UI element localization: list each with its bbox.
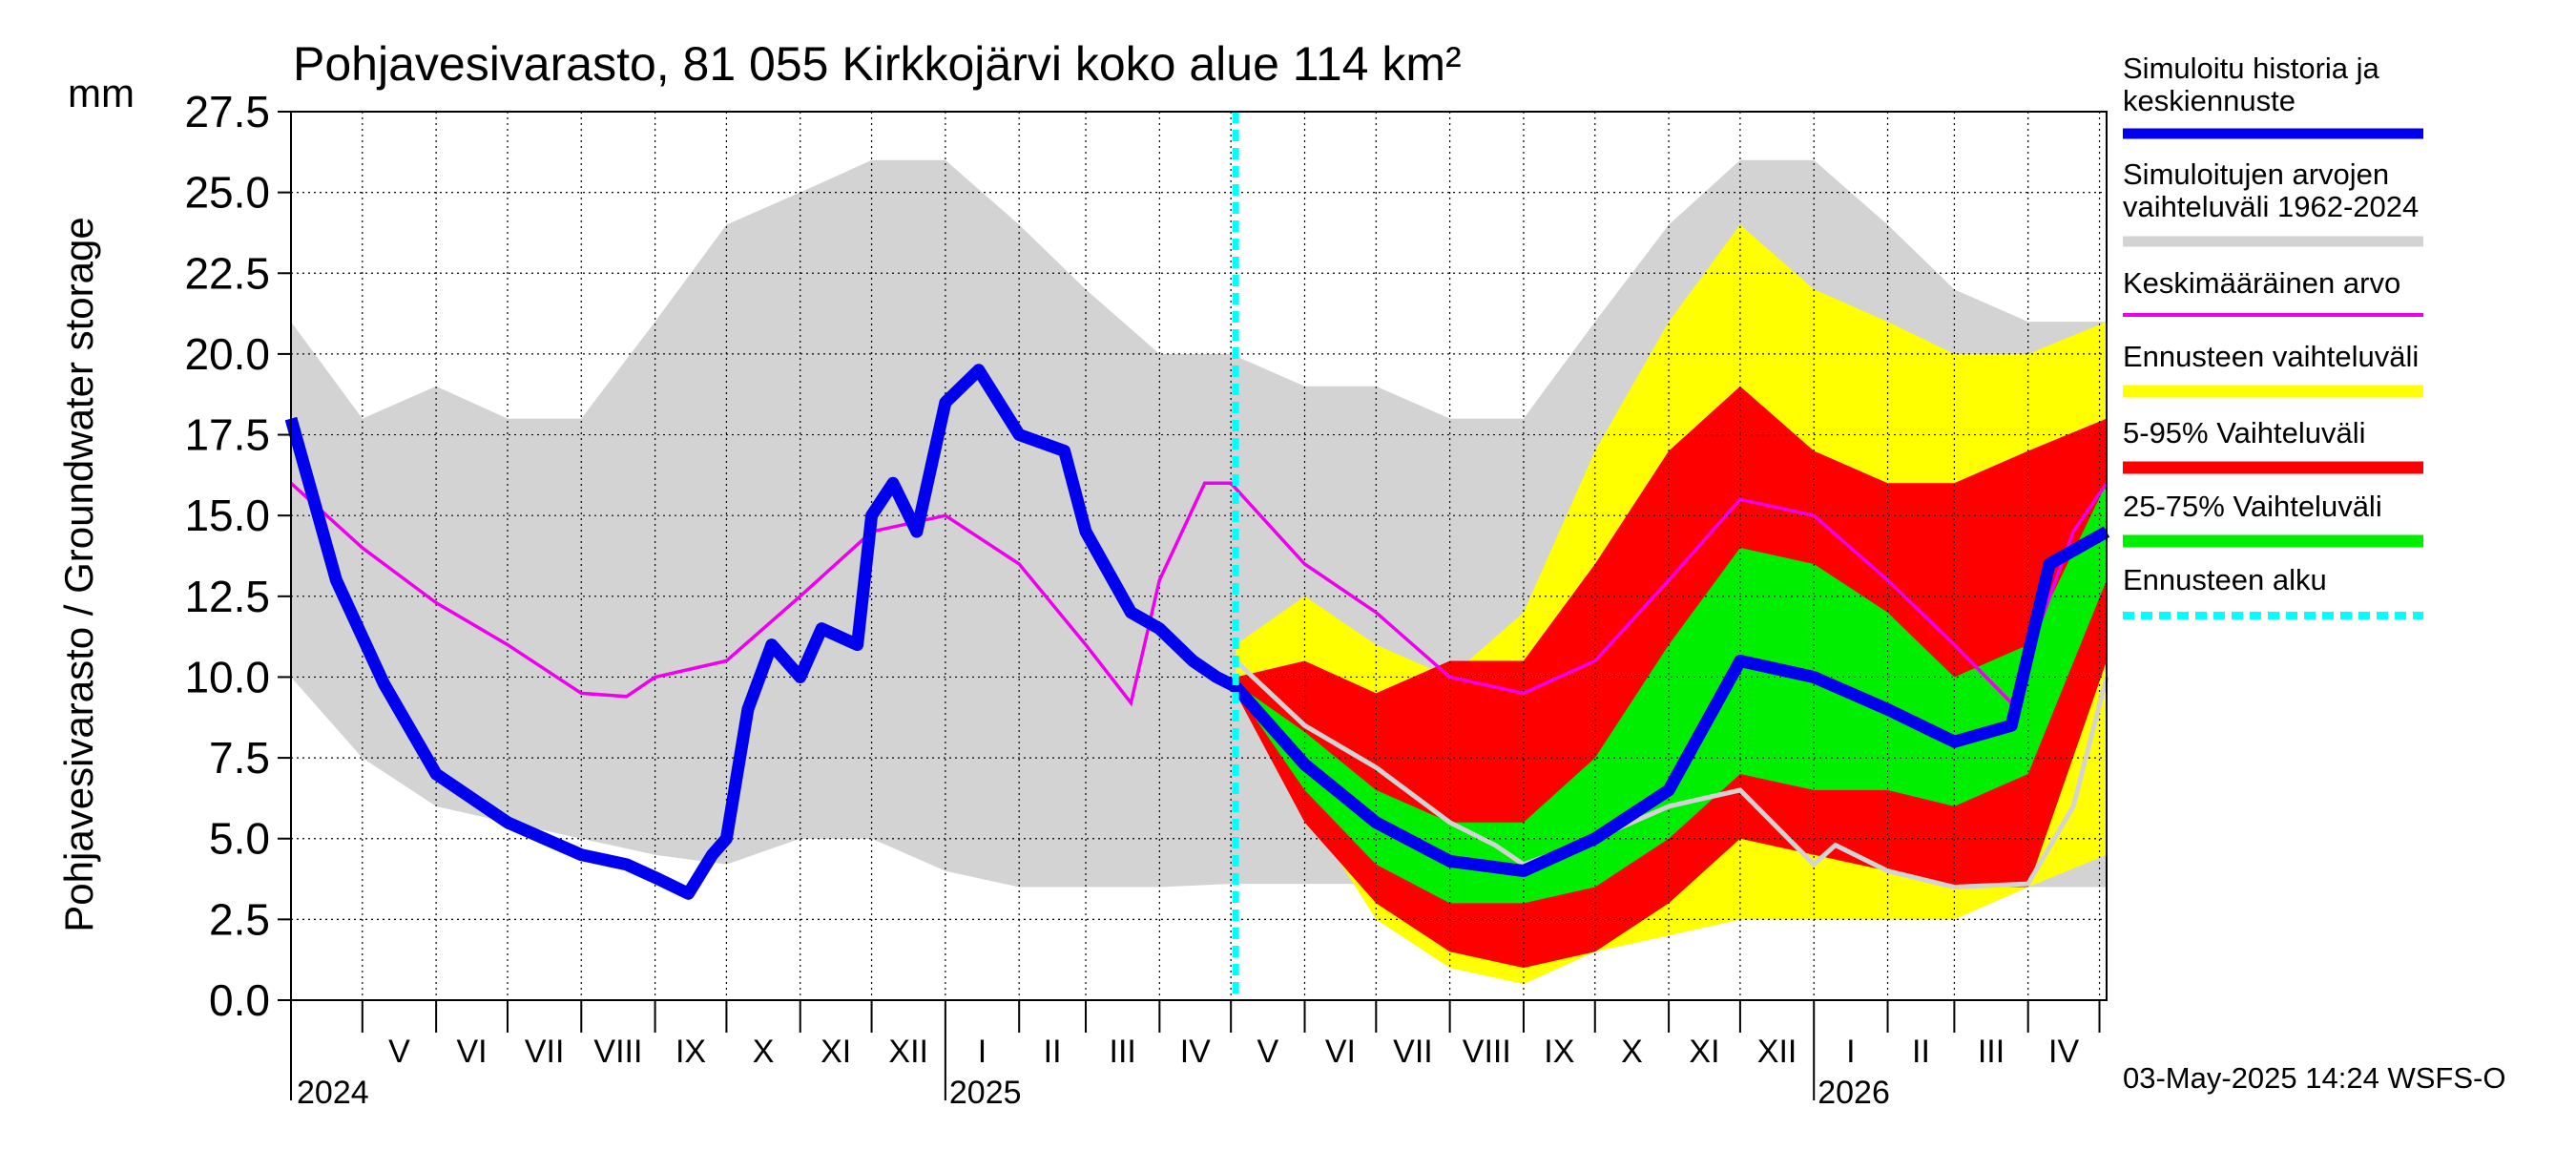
- month-label: IV: [2048, 1034, 2079, 1070]
- month-label: VII: [1393, 1034, 1433, 1070]
- axes: 0.0 2.5 5.0 7.5 10.0 12.5 15.0 17.5 20.0 22.5 25.0…: [184, 87, 2101, 1111]
- month-label: X: [753, 1034, 775, 1070]
- legend-label-line: vaihteluväli 1962-2024: [2123, 190, 2419, 223]
- month-label: I: [1846, 1034, 1855, 1070]
- legend-label-line: Keskimääräinen arvo: [2123, 266, 2400, 300]
- legend-label: 25-75% Vaihteluväli: [2123, 490, 2382, 523]
- simulated-history-line: [284, 364, 1239, 900]
- month-label: IX: [1544, 1034, 1574, 1070]
- month-label: III: [1110, 1034, 1136, 1070]
- legend-label-line: Ennusteen alku: [2123, 563, 2327, 596]
- legend-label-line: Simuloitujen arvojen: [2123, 157, 2389, 191]
- legend-label: Simuloitu historia ja keskiennuste: [2123, 52, 2380, 117]
- month-label: V: [388, 1034, 410, 1070]
- year-label: 2026: [1818, 1075, 1890, 1111]
- month-label: VIII: [593, 1034, 642, 1070]
- legend-label: Ennusteen alku: [2123, 563, 2327, 596]
- y-tick-label: 0.0: [209, 975, 270, 1025]
- legend-label-line: 25-75% Vaihteluväli: [2123, 490, 2382, 523]
- y-tick-label: 25.0: [184, 168, 270, 218]
- legend-label-line: Ennusteen vaihteluväli: [2123, 340, 2419, 373]
- y-axis-label: Pohjavesivarasto / Groundwater storage: [56, 217, 101, 931]
- month-label: VI: [1325, 1034, 1356, 1070]
- legend-label: Ennusteen vaihteluväli: [2123, 340, 2419, 373]
- grid: [291, 112, 2107, 1000]
- y-tick-label: 20.0: [184, 329, 270, 379]
- month-label: VIII: [1463, 1034, 1511, 1070]
- month-label: IV: [1180, 1034, 1211, 1070]
- range-bands: [291, 159, 2107, 985]
- legend-label-line: Simuloitu historia ja: [2123, 52, 2380, 85]
- month-label: II: [1912, 1034, 1930, 1070]
- month-label: I: [978, 1034, 987, 1070]
- y-tick-label: 22.5: [184, 248, 270, 298]
- month-label: II: [1044, 1034, 1062, 1070]
- chart-title: Pohjavesivarasto, 81 055 Kirkkojärvi kok…: [293, 37, 1462, 91]
- legend-label: Simuloitujen arvojen vaihteluväli 1962-20…: [2123, 157, 2419, 223]
- previous-year-line: [1234, 659, 2109, 890]
- month-label: XII: [1757, 1034, 1797, 1070]
- y-tick-label: 10.0: [184, 652, 270, 701]
- legend-label: 5-95% Vaihteluväli: [2123, 416, 2365, 450]
- legend-label: Keskimääräinen arvo: [2123, 266, 2400, 300]
- y-tick-label: 5.0: [209, 814, 270, 864]
- month-label: XII: [888, 1034, 928, 1070]
- month-label: VI: [456, 1034, 487, 1070]
- legend-label-line: keskiennuste: [2123, 84, 2296, 117]
- timestamp-footer: 03-May-2025 14:24 WSFS-O: [2123, 1061, 2505, 1095]
- y-tick-label: 2.5: [209, 894, 270, 944]
- month-label: XI: [1689, 1034, 1719, 1070]
- month-label: III: [1978, 1034, 2005, 1070]
- legend: Simuloitu historia ja keskiennusteSimuloi…: [2123, 52, 2423, 619]
- y-tick-label: 15.0: [184, 491, 270, 540]
- month-label: VII: [525, 1034, 565, 1070]
- series-lines: [284, 112, 2110, 1000]
- year-label: 2024: [297, 1075, 369, 1111]
- y-tick-label: 7.5: [209, 733, 270, 783]
- y-tick-label: 12.5: [184, 572, 270, 621]
- y-tick-label: 17.5: [184, 410, 270, 460]
- legend-label-line: 5-95% Vaihteluväli: [2123, 416, 2365, 450]
- forecast-25-75-band: [1236, 483, 2107, 904]
- forecast-median-line: [1231, 526, 2110, 878]
- y-tick-label: 27.5: [184, 87, 270, 136]
- month-label: XI: [821, 1034, 851, 1070]
- mean-value-line: [289, 481, 2109, 707]
- month-label: IX: [675, 1034, 706, 1070]
- month-label: X: [1621, 1034, 1643, 1070]
- plot-frame: [290, 111, 2108, 1001]
- year-label: 2025: [949, 1075, 1022, 1111]
- y-axis-unit: mm: [68, 71, 135, 115]
- month-label: V: [1257, 1034, 1278, 1070]
